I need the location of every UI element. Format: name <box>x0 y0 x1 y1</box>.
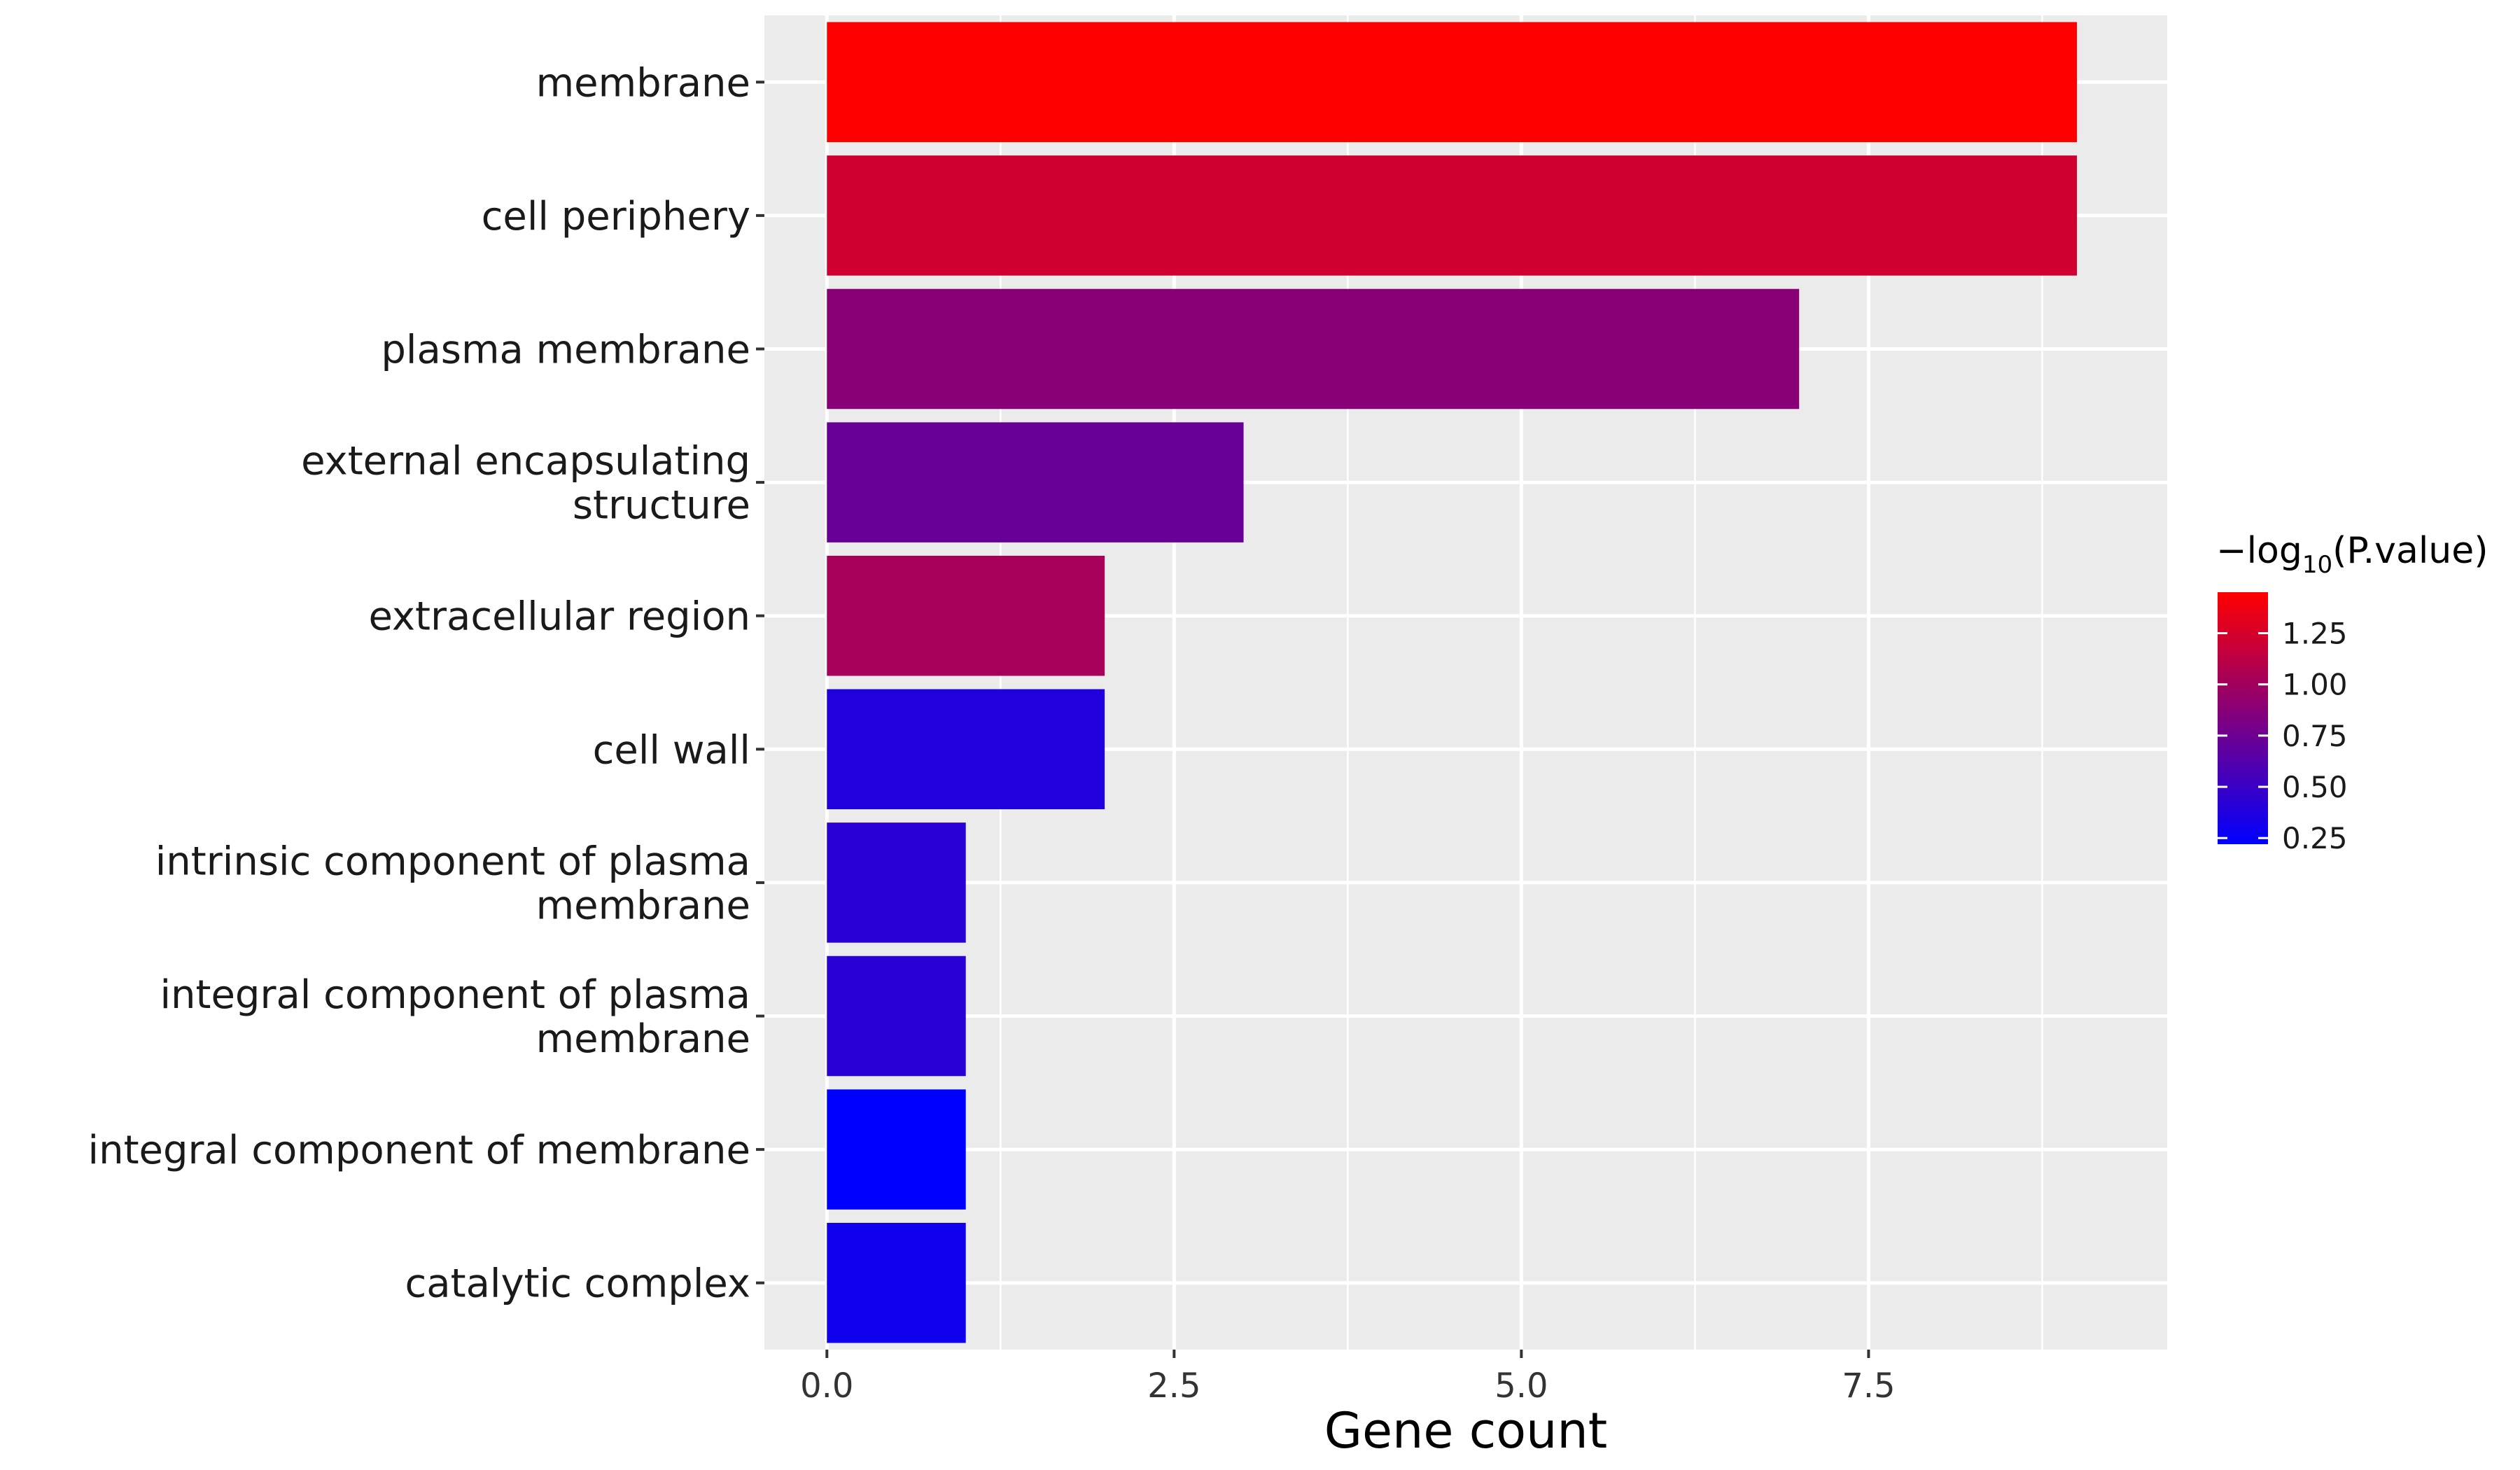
x-tick-label: 5.0 <box>1494 1366 1548 1406</box>
x-tick-label: 7.5 <box>1842 1366 1895 1406</box>
x-tick-label: 2.5 <box>1147 1366 1200 1406</box>
category-label: integral component of plasma <box>160 972 750 1018</box>
colorbar-title-suffix: (P.value) <box>2332 530 2488 572</box>
colorbar-tick-label: 0.75 <box>2282 719 2348 753</box>
bar <box>827 155 2078 276</box>
category-label: cell wall <box>593 727 750 773</box>
bar <box>827 422 1244 542</box>
category-label: extracellular region <box>368 594 750 640</box>
category-label: cell periphery <box>482 194 750 239</box>
colorbar-tick-label: 1.00 <box>2282 668 2348 702</box>
bar <box>827 555 1105 676</box>
x-axis: 0.0 2.5 5.0 7.5 <box>800 1350 1896 1406</box>
x-tick-label: 0.0 <box>800 1366 853 1406</box>
bar <box>827 822 966 943</box>
category-label: membrane <box>536 1016 750 1062</box>
bar <box>827 1089 966 1210</box>
bar <box>827 689 1105 810</box>
category-label: catalytic complex <box>405 1261 751 1307</box>
bar <box>827 955 966 1077</box>
colorbar <box>2218 592 2268 844</box>
bar <box>827 288 1800 410</box>
colorbar-tick-label: 0.50 <box>2282 770 2348 804</box>
bars <box>827 22 2078 1343</box>
y-axis: membrane cell periphery plasma membrane ext… <box>88 60 764 1307</box>
category-label: membrane <box>536 60 750 106</box>
category-label: structure <box>573 483 750 528</box>
colorbar-title-prefix: −log <box>2216 530 2302 572</box>
bar <box>827 1222 966 1343</box>
colorbar-title: −log10(P.value) <box>2216 530 2488 579</box>
colorbar-legend: −log10(P.value) 1.25 1.00 0.75 0.50 0.25 <box>2216 530 2488 855</box>
category-label: membrane <box>536 883 750 928</box>
colorbar-tick-label: 1.25 <box>2282 617 2348 651</box>
category-label: integral component of membrane <box>88 1128 750 1173</box>
category-label: plasma membrane <box>381 328 750 373</box>
colorbar-title-subscript: 10 <box>2302 551 2332 579</box>
bar <box>827 22 2078 143</box>
category-label: intrinsic component of plasma <box>155 839 750 884</box>
x-axis-title: Gene count <box>1324 1402 1607 1460</box>
colorbar-ticks: 1.25 1.00 0.75 0.50 0.25 <box>2218 617 2348 855</box>
colorbar-tick-label: 0.25 <box>2282 821 2348 855</box>
category-label: external encapsulating <box>301 439 750 484</box>
